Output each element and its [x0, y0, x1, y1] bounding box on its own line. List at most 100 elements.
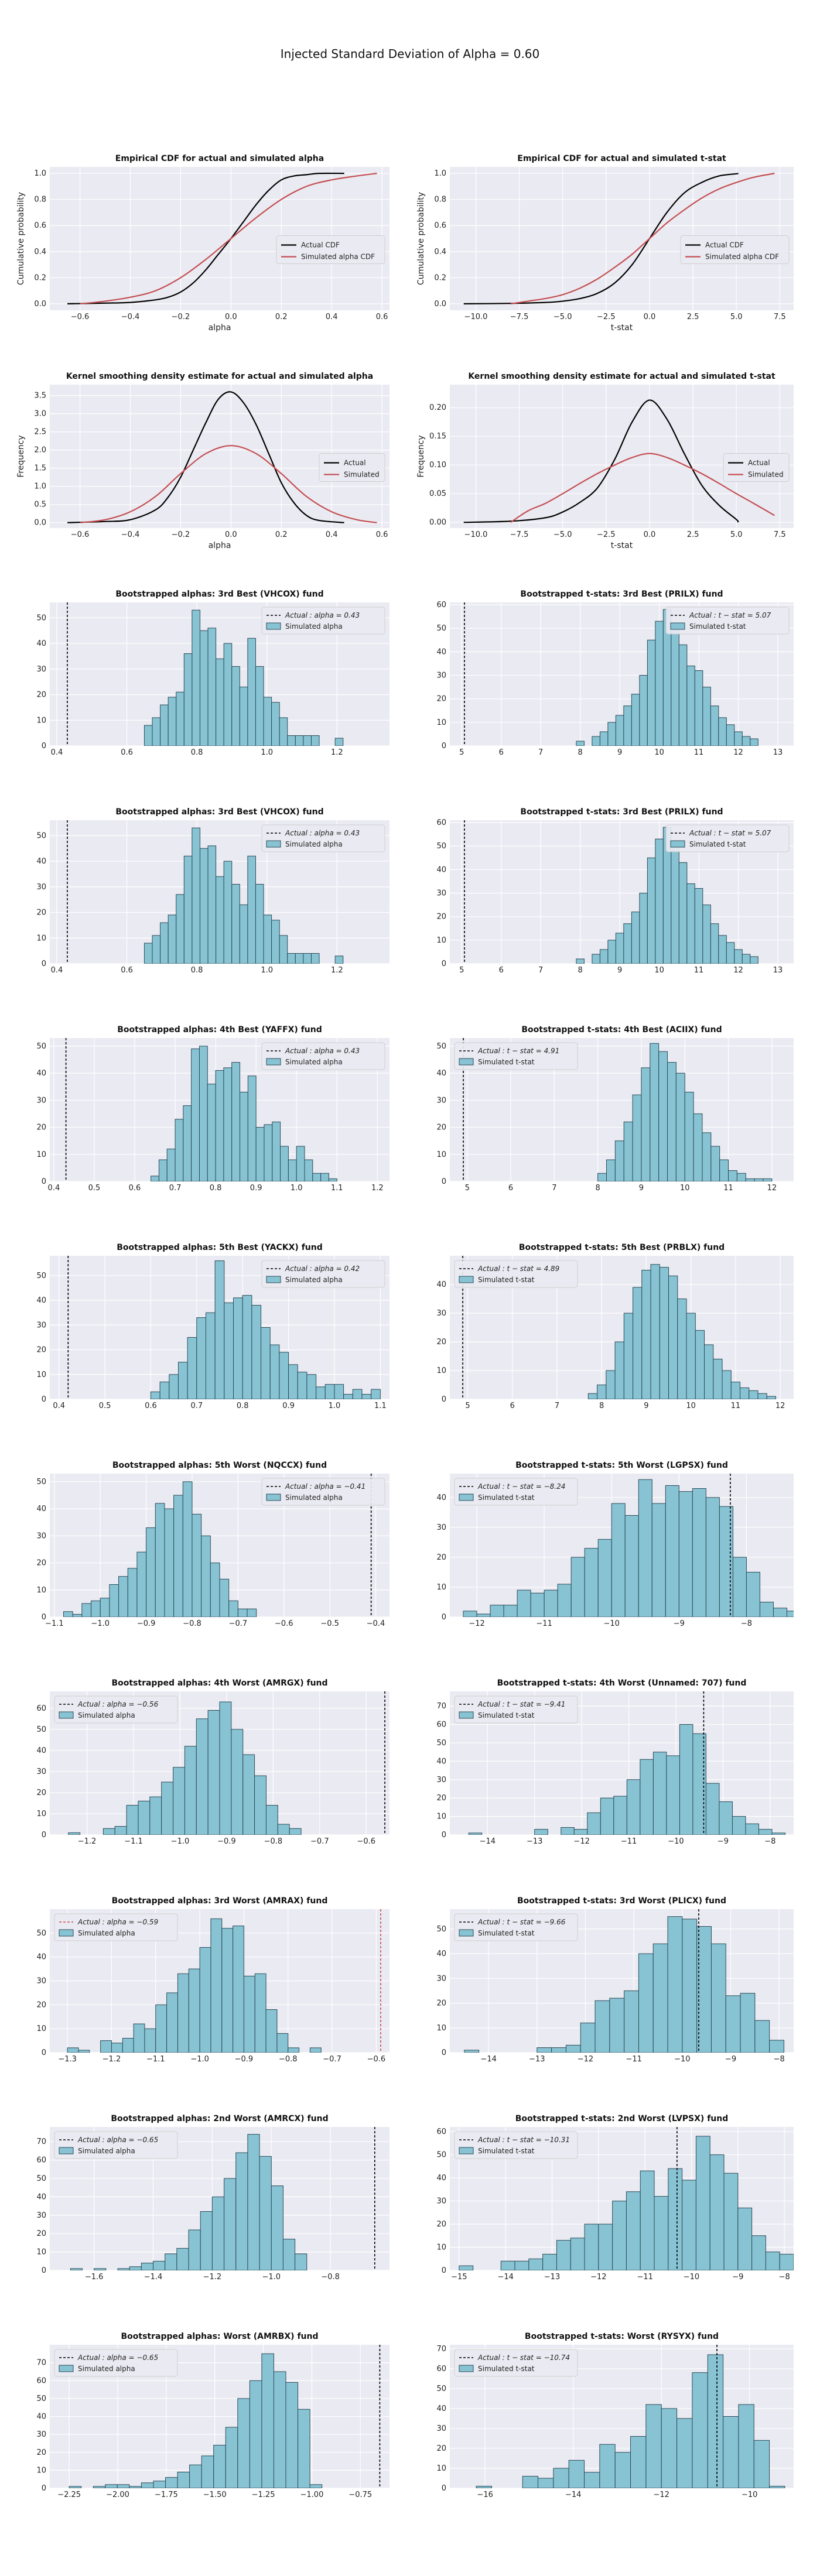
legend-entry-simulated: Simulated alpha: [285, 840, 343, 848]
y-tick-label: 40: [436, 1493, 446, 1502]
chart-title: Bootstrapped alphas: 5th Worst (NQCCX) f…: [112, 1461, 327, 1470]
histogram-bar: [738, 2404, 754, 2488]
x-tick-label: 1.0: [329, 1402, 341, 1410]
legend-box: [261, 1478, 385, 1506]
legend-entry-actual: Actual : t − stat = −9.41: [477, 1700, 565, 1708]
histogram-bar: [606, 1159, 616, 1181]
legend-swatch-simulated: [59, 1711, 74, 1719]
histogram-bar: [766, 1396, 777, 1399]
histogram-bar: [177, 1973, 189, 2053]
histogram-bar: [651, 1503, 666, 1617]
legend-entry-simulated: Simulated alpha: [285, 1493, 343, 1502]
legend-entry-simulated: Simulated alpha: [78, 1711, 135, 1719]
histogram-bar: [606, 1370, 616, 1399]
legend-box: [454, 1913, 578, 1941]
y-tick-label: 40: [436, 1757, 446, 1766]
histogram-bar: [732, 1557, 747, 1617]
y-tick-label: 10: [36, 1150, 46, 1159]
plot-area: [462, 1256, 777, 1399]
histogram-bar: [158, 1159, 168, 1181]
x-tick-label: −14: [480, 2055, 496, 2064]
x-tick-label: −2.5: [597, 313, 616, 321]
histogram-bar: [279, 717, 288, 746]
y-tick-label: 40: [36, 2193, 46, 2201]
x-tick-label: 0.7: [190, 1402, 203, 1410]
histogram-bar: [763, 1178, 773, 1181]
x-tick-label: 9: [617, 748, 622, 757]
legend: Actual CDF Simulated alpha CDF: [276, 235, 385, 264]
histogram-bar: [242, 1295, 252, 1399]
histogram-bar: [272, 1121, 281, 1181]
histogram-bar: [231, 1062, 241, 1181]
legend-box: [454, 1478, 578, 1506]
histogram-bar: [263, 914, 272, 964]
histogram-bar: [723, 2416, 739, 2488]
x-tick-label: −14: [480, 1837, 496, 1846]
x-tick-label: −1.1: [124, 1837, 143, 1846]
legend-entry-actual: Actual : alpha = −0.65: [77, 2136, 158, 2144]
x-tick-label: −0.6: [357, 1837, 375, 1846]
y-tick-label: 70: [36, 2359, 46, 2368]
histogram-bar: [719, 1159, 729, 1181]
legend-entry: Actual CDF: [301, 241, 340, 249]
histogram-bar: [225, 2427, 238, 2488]
y-tick-label: 30: [436, 672, 446, 680]
histogram-bar: [188, 1968, 200, 2053]
y-tick-label: 20: [36, 2000, 46, 2009]
chart-panel-2: −10.0 −7.5 −5.0 −2.5 0.0 2.5 5.0 7.5 0.0 0.2 0.4 0.…: [416, 154, 794, 333]
x-tick-label: 0.8: [210, 1184, 222, 1193]
legend: Actual : t − stat = 4.89 Simulated t-stat: [454, 1260, 578, 1288]
histogram-bar: [647, 639, 656, 746]
y-tick-label: 30: [436, 1096, 446, 1105]
y-tick-label: 0.20: [429, 403, 446, 412]
histogram-bar: [695, 1330, 705, 1399]
histogram-bar: [734, 731, 743, 746]
x-tick-label: 6: [499, 966, 504, 975]
legend: Actual : alpha = 0.43 Simulated alpha: [261, 607, 385, 635]
y-tick-label: 0.4: [34, 248, 46, 256]
histogram-bar: [682, 2180, 696, 2270]
chart-title: Bootstrapped t-stats: 5th Worst (LGPSX) …: [515, 1461, 728, 1470]
histogram-bar: [296, 1146, 305, 1181]
x-tick-label: 2.5: [687, 313, 699, 321]
histogram-bar: [597, 1173, 607, 1181]
legend-entry-actual: Actual : t − stat = 5.07: [689, 611, 771, 619]
histogram-bar: [568, 2459, 585, 2488]
legend: Actual : t − stat = 4.91 Simulated t-stat: [454, 1042, 578, 1070]
x-tick-label: −7.5: [510, 313, 529, 321]
histogram-bar: [264, 1124, 273, 1181]
histogram-bar: [719, 1506, 733, 1617]
histogram-bar: [742, 736, 751, 746]
y-tick-label: 20: [36, 1123, 46, 1132]
x-tick-label: 0.4: [326, 313, 338, 321]
x-tick-label: −9: [674, 1619, 685, 1628]
x-tick-label: 12: [733, 966, 743, 975]
histogram-bar: [597, 1385, 607, 1399]
x-tick-label: −9: [732, 2273, 743, 2282]
legend: Actual : t − stat = −9.41 Simulated t-sta…: [454, 1695, 578, 1724]
x-tick-label: 7.5: [774, 313, 786, 321]
histogram-bar: [745, 1178, 755, 1181]
legend-entry-simulated: Simulated alpha: [285, 1276, 343, 1284]
histogram-bar: [624, 1515, 639, 1617]
histogram-bar: [667, 1916, 683, 2053]
x-tick-label: 8: [578, 748, 583, 757]
x-tick-label: −13: [529, 2055, 545, 2064]
histogram-bar: [111, 2043, 123, 2053]
histogram-bar: [702, 687, 711, 746]
x-tick-label: −14: [497, 2273, 513, 2282]
legend-entry: Simulated alpha CDF: [301, 253, 375, 261]
histogram-bar: [304, 1159, 313, 1181]
histogram-bar: [215, 1070, 224, 1181]
histogram-bar: [671, 841, 679, 964]
histogram-bar: [285, 2382, 299, 2488]
y-tick-label: 60: [436, 2365, 446, 2373]
histogram-bar: [557, 1584, 572, 1617]
histogram-bar: [100, 1598, 110, 1617]
histogram-bar: [692, 2372, 708, 2488]
histogram-bar: [192, 609, 200, 746]
histogram-bar: [655, 838, 664, 964]
histogram-bar: [288, 1159, 297, 1181]
histogram-bar: [255, 1127, 265, 1181]
histogram-bar: [702, 1132, 712, 1181]
